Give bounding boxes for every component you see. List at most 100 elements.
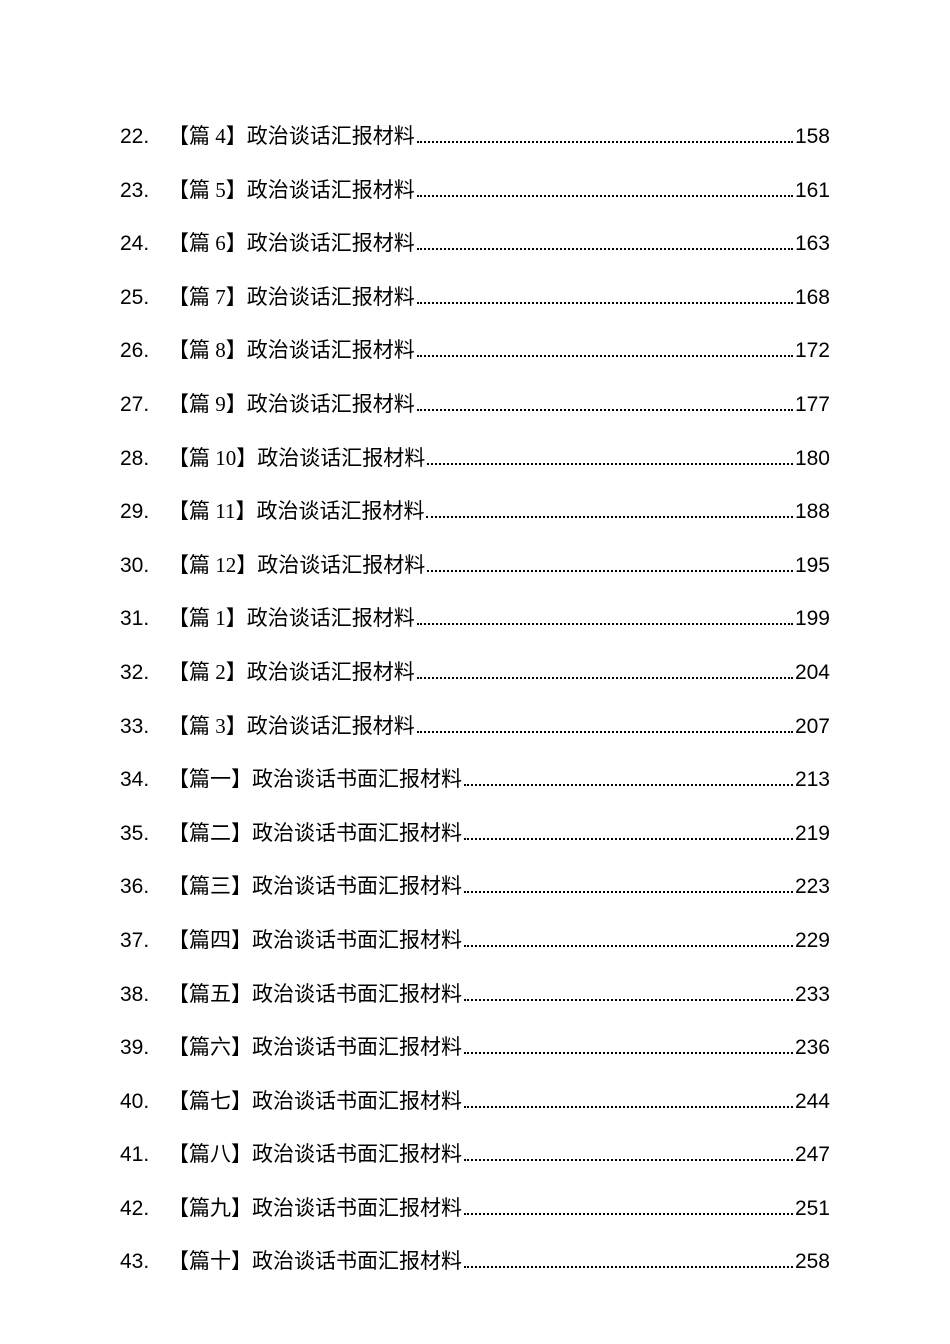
toc-entry: 32.【篇 2】政治谈话汇报材料204 xyxy=(120,656,830,690)
toc-dots-leader xyxy=(464,999,793,1001)
toc-dots-leader xyxy=(464,838,793,840)
toc-entry: 23.【篇 5】政治谈话汇报材料161 xyxy=(120,174,830,208)
toc-entry-title: 【篇 3】政治谈话汇报材料 xyxy=(168,710,415,744)
toc-entry-page: 247 xyxy=(795,1138,830,1172)
toc-entry-title: 【篇七】政治谈话书面汇报材料 xyxy=(168,1085,462,1119)
toc-entry: 28.【篇 10】政治谈话汇报材料180 xyxy=(120,442,830,476)
toc-entry-page: 219 xyxy=(795,817,830,851)
toc-entry-number: 37. xyxy=(120,924,168,958)
toc-dots-leader xyxy=(426,516,792,518)
toc-entry: 40.【篇七】政治谈话书面汇报材料 244 xyxy=(120,1085,830,1119)
toc-entry-page: 251 xyxy=(795,1192,830,1226)
toc-entry-page: 168 xyxy=(795,281,830,315)
toc-dots-leader xyxy=(427,570,793,572)
toc-entry-title: 【篇六】政治谈话书面汇报材料 xyxy=(168,1031,462,1065)
toc-entry-page: 195 xyxy=(795,549,830,583)
toc-entry-page: 233 xyxy=(795,978,830,1012)
toc-dots-leader xyxy=(417,355,793,357)
toc-entry-number: 27. xyxy=(120,388,168,422)
toc-entry-number: 41. xyxy=(120,1138,168,1172)
toc-dots-leader xyxy=(417,677,793,679)
toc-entry-title: 【篇 5】政治谈话汇报材料 xyxy=(168,174,415,208)
toc-entry-number: 38. xyxy=(120,978,168,1012)
toc-entry-number: 36. xyxy=(120,870,168,904)
toc-entry-title: 【篇九】政治谈话书面汇报材料 xyxy=(168,1192,462,1226)
toc-entry: 25.【篇 7】政治谈话汇报材料 168 xyxy=(120,281,830,315)
toc-entry-number: 24. xyxy=(120,227,168,261)
toc-dots-leader xyxy=(464,1052,793,1054)
toc-dots-leader xyxy=(417,731,793,733)
toc-entry: 27.【篇 9】政治谈话汇报材料 177 xyxy=(120,388,830,422)
toc-entry-number: 34. xyxy=(120,763,168,797)
toc-entry: 39.【篇六】政治谈话书面汇报材料 236 xyxy=(120,1031,830,1065)
toc-entry-title: 【篇 4】政治谈话汇报材料 xyxy=(168,120,415,154)
toc-entry-page: 258 xyxy=(795,1245,830,1279)
toc-entry-number: 31. xyxy=(120,602,168,636)
toc-entry: 33.【篇 3】政治谈话汇报材料207 xyxy=(120,710,830,744)
toc-entry-number: 40. xyxy=(120,1085,168,1119)
toc-entry-number: 30. xyxy=(120,549,168,583)
toc-entry-page: 236 xyxy=(795,1031,830,1065)
toc-entry: 34.【篇一】政治谈话书面汇报材料 213 xyxy=(120,763,830,797)
toc-entry-page: 229 xyxy=(795,924,830,958)
toc-entry-number: 39. xyxy=(120,1031,168,1065)
toc-dots-leader xyxy=(464,1159,793,1161)
toc-entry-number: 23. xyxy=(120,174,168,208)
toc-dots-leader xyxy=(417,248,793,250)
toc-entry: 35.【篇二】政治谈话书面汇报材料 219 xyxy=(120,817,830,851)
toc-entry: 29.【篇 11】政治谈话汇报材料 188 xyxy=(120,495,830,529)
toc-dots-leader xyxy=(464,945,793,947)
toc-entry-title: 【篇 10】政治谈话汇报材料 xyxy=(168,442,425,476)
toc-entry: 38.【篇五】政治谈话书面汇报材料 233 xyxy=(120,978,830,1012)
toc-entry-page: 244 xyxy=(795,1085,830,1119)
toc-entry-title: 【篇 11】政治谈话汇报材料 xyxy=(168,495,424,529)
toc-entry-number: 29. xyxy=(120,495,168,529)
toc-entry-number: 42. xyxy=(120,1192,168,1226)
toc-entry: 43.【篇十】政治谈话书面汇报材料258 xyxy=(120,1245,830,1279)
toc-entry-number: 35. xyxy=(120,817,168,851)
toc-entry-title: 【篇 8】政治谈话汇报材料 xyxy=(168,334,415,368)
toc-entry-number: 22. xyxy=(120,120,168,154)
toc-entry-title: 【篇一】政治谈话书面汇报材料 xyxy=(168,763,462,797)
toc-entry-title: 【篇八】政治谈话书面汇报材料 xyxy=(168,1138,462,1172)
toc-entry-title: 【篇二】政治谈话书面汇报材料 xyxy=(168,817,462,851)
toc-entry: 41.【篇八】政治谈话书面汇报材料 247 xyxy=(120,1138,830,1172)
toc-entry-title: 【篇 2】政治谈话汇报材料 xyxy=(168,656,415,690)
toc-entry: 31.【篇 1】政治谈话汇报材料 199 xyxy=(120,602,830,636)
toc-entry-page: 172 xyxy=(795,334,830,368)
toc-entry-title: 【篇三】政治谈话书面汇报材料 xyxy=(168,870,462,904)
toc-entry-title: 【篇 9】政治谈话汇报材料 xyxy=(168,388,415,422)
toc-entry-page: 177 xyxy=(795,388,830,422)
toc-dots-leader xyxy=(464,891,793,893)
toc-entry-page: 158 xyxy=(795,120,830,154)
toc-dots-leader xyxy=(427,463,793,465)
toc-entry-number: 32. xyxy=(120,656,168,690)
toc-entry-page: 213 xyxy=(795,763,830,797)
toc-entry-page: 199 xyxy=(795,602,830,636)
toc-entry: 30.【篇 12】政治谈话汇报材料 195 xyxy=(120,549,830,583)
toc-entry-number: 25. xyxy=(120,281,168,315)
toc-entry-page: 188 xyxy=(795,495,830,529)
toc-entry-title: 【篇 12】政治谈话汇报材料 xyxy=(168,549,425,583)
toc-dots-leader xyxy=(417,409,793,411)
toc-entry: 22.【篇 4】政治谈话汇报材料 158 xyxy=(120,120,830,154)
toc-entry-number: 43. xyxy=(120,1245,168,1279)
toc-dots-leader xyxy=(417,195,793,197)
table-of-contents: 22.【篇 4】政治谈话汇报材料 158 23.【篇 5】政治谈话汇报材料161 24… xyxy=(120,120,830,1279)
toc-entry-number: 26. xyxy=(120,334,168,368)
toc-entry-title: 【篇五】政治谈话书面汇报材料 xyxy=(168,978,462,1012)
toc-dots-leader xyxy=(464,1106,793,1108)
toc-dots-leader xyxy=(464,1213,793,1215)
toc-entry: 24.【篇 6】政治谈话汇报材料163 xyxy=(120,227,830,261)
toc-entry-page: 180 xyxy=(795,442,830,476)
toc-dots-leader xyxy=(464,784,793,786)
toc-entry: 42.【篇九】政治谈话书面汇报材料 251 xyxy=(120,1192,830,1226)
toc-entry-title: 【篇 6】政治谈话汇报材料 xyxy=(168,227,415,261)
toc-entry: 26.【篇 8】政治谈话汇报材料 172 xyxy=(120,334,830,368)
toc-entry-title: 【篇 7】政治谈话汇报材料 xyxy=(168,281,415,315)
toc-entry-page: 223 xyxy=(795,870,830,904)
toc-dots-leader xyxy=(417,141,793,143)
toc-entry-title: 【篇 1】政治谈话汇报材料 xyxy=(168,602,415,636)
toc-dots-leader xyxy=(464,1266,793,1268)
toc-entry-page: 207 xyxy=(795,710,830,744)
